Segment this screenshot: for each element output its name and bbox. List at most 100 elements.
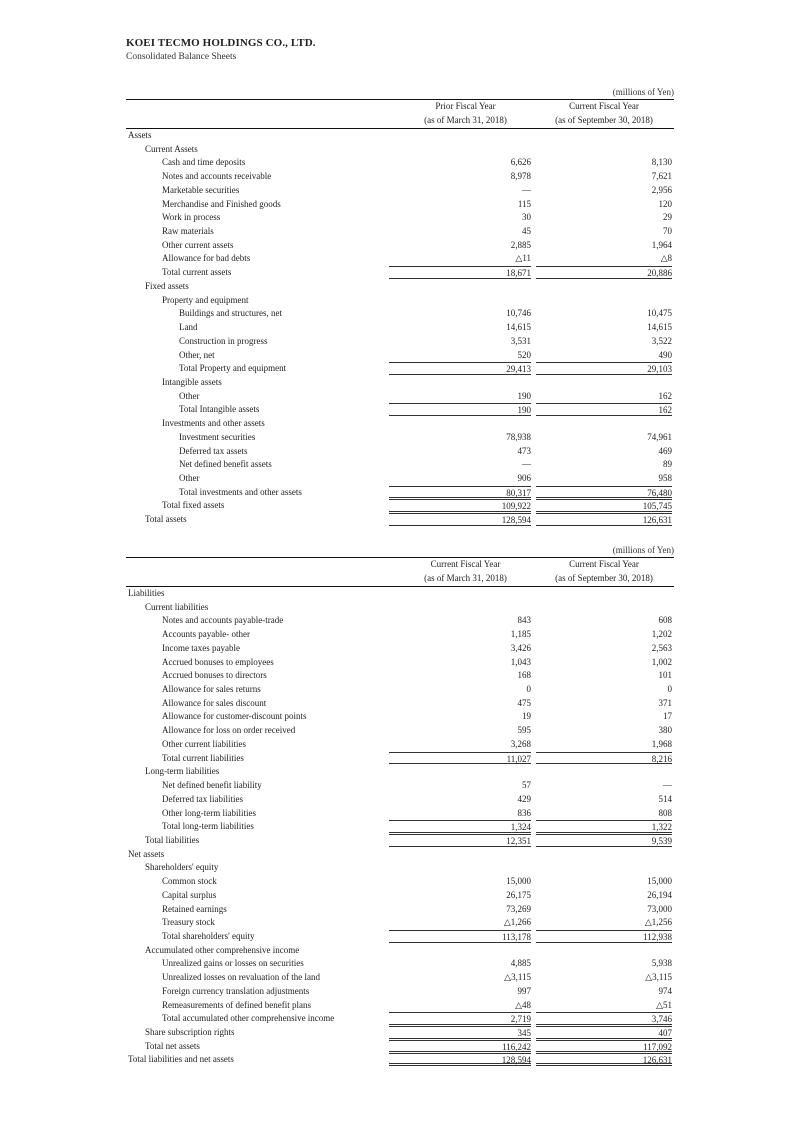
row-label: Other current liabilities: [162, 738, 246, 749]
table-row: Investment securities 78,938 74,961: [126, 431, 674, 445]
row-label: Allowance for bad debts: [162, 253, 251, 264]
table-row: Investments and other assets: [126, 417, 674, 431]
prior-value: 2,719: [389, 1012, 531, 1025]
prior-column-header: Prior Fiscal Year (as of March 31, 2018): [391, 100, 531, 127]
row-label: Allowance for sales returns: [162, 684, 261, 695]
prior-value: 6,626: [510, 157, 531, 168]
row-label: Current liabilities: [145, 601, 209, 612]
row-label: Net defined benefit assets: [179, 459, 272, 470]
row-label: Income taxes payable: [162, 642, 240, 653]
row-label: Allowance for sales discount: [162, 697, 267, 708]
prior-value: —: [522, 459, 531, 470]
row-label: Deferred tax liabilities: [162, 793, 243, 804]
table-row: Raw materials 45 70: [126, 225, 674, 239]
table-row: Total Property and equipment 29,413 29,103: [126, 362, 674, 376]
table-row: Deferred tax assets 473 469: [126, 445, 674, 459]
row-label: Fixed assets: [145, 280, 189, 291]
prior-value: 0: [526, 684, 532, 695]
row-label: Total assets: [145, 514, 187, 525]
table-row: Other current liabilities 3,268 1,968: [126, 738, 674, 752]
prior-column-date: (as of March 31, 2018): [424, 572, 507, 583]
row-label: Other: [179, 472, 200, 483]
current-value: 73,000: [647, 903, 672, 914]
row-label: Common stock: [162, 876, 217, 887]
current-value: 3,522: [651, 335, 672, 346]
row-label: Total shareholders' equity: [162, 930, 255, 941]
current-column-title: Current Fiscal Year: [569, 559, 639, 569]
row-label: Investment securities: [179, 431, 256, 442]
row-label: Total long-term liabilities: [162, 821, 254, 832]
prior-value: 116,242: [389, 1039, 531, 1053]
prior-value: 1,324: [389, 820, 531, 833]
row-label: Marketable securities: [162, 184, 240, 195]
table-row: Share subscription rights 345 407: [126, 1026, 674, 1040]
current-value: 89: [663, 459, 672, 470]
row-label: Land: [179, 322, 198, 333]
column-header: Prior Fiscal Year (as of March 31, 2018)…: [126, 99, 674, 129]
prior-value: 3,531: [510, 335, 531, 346]
prior-value: △3,115: [504, 972, 531, 983]
prior-value: 15,000: [506, 876, 531, 887]
prior-value: 429: [517, 793, 532, 804]
table-row: Net defined benefit liability 57 —: [126, 779, 674, 793]
current-value: △8: [660, 253, 672, 264]
current-value: 5,938: [651, 958, 672, 969]
row-label: Accrued bonuses to employees: [162, 656, 274, 667]
prior-value: △1,266: [503, 917, 531, 928]
table-row: Treasury stock △1,266 △1,256: [126, 916, 674, 930]
row-label: Total net assets: [145, 1040, 200, 1051]
prior-value: 8,978: [510, 171, 531, 182]
current-value: 14,615: [647, 322, 672, 333]
table-row: Capital surplus 26,175 26,194: [126, 889, 674, 903]
prior-value: 3,426: [510, 642, 531, 653]
table-row: Net defined benefit assets — 89: [126, 458, 674, 472]
current-value: 371: [658, 697, 673, 708]
row-label: Foreign currency translation adjustments: [162, 985, 310, 996]
prior-value: 168: [517, 670, 532, 681]
table-row: Total long-term liabilities 1,324 1,322: [126, 820, 674, 834]
row-label: Unrealized gains or losses on securities: [162, 958, 304, 969]
row-label: Buildings and structures, net: [179, 308, 282, 319]
table-row: Retained earnings 73,269 73,000: [126, 903, 674, 917]
current-value: 101: [658, 670, 673, 681]
current-value: △3,115: [645, 972, 672, 983]
current-value: 958: [658, 472, 673, 483]
row-label: Total liabilities and net assets: [128, 1054, 234, 1065]
prior-value: 595: [517, 725, 532, 736]
current-column-date: (as of September 30, 2018): [555, 114, 653, 125]
current-value: 608: [658, 615, 673, 626]
current-value: 1,968: [651, 738, 672, 749]
row-label: Net defined benefit liability: [162, 780, 262, 791]
unit-label: (millions of Yen): [612, 545, 674, 555]
prior-column-title: Prior Fiscal Year: [435, 101, 496, 111]
current-value: 162: [536, 403, 672, 417]
prior-value: 1,185: [510, 629, 531, 640]
current-value: 380: [658, 725, 673, 736]
current-value: 126,631: [536, 1053, 672, 1067]
row-label: Allowance for customer-discount points: [162, 711, 307, 722]
current-value: 74,961: [647, 431, 672, 442]
prior-value: 128,594: [389, 1053, 531, 1067]
row-label: Total investments and other assets: [179, 486, 302, 497]
table-row: Unrealized losses on revaluation of the …: [126, 971, 674, 985]
table-row: Fixed assets: [126, 280, 674, 294]
row-label: Liabilities: [128, 588, 165, 598]
prior-value: 45: [522, 226, 531, 237]
row-label: Merchandise and Finished goods: [162, 198, 281, 209]
current-value: △51: [656, 999, 672, 1010]
current-value: 407: [536, 1026, 672, 1039]
table-row: Total Intangible assets 190 162: [126, 403, 674, 417]
prior-value: 2,885: [510, 239, 531, 250]
prior-value: 12,351: [389, 833, 531, 847]
unit-label: (millions of Yen): [612, 87, 674, 97]
table-row: Cash and time deposits 6,626 8,130: [126, 156, 674, 170]
table-row: Deferred tax liabilities 429 514: [126, 793, 674, 807]
current-value: 29: [663, 212, 672, 223]
prior-value: 18,671: [389, 266, 531, 279]
current-value: 126,631: [536, 513, 672, 526]
table-row: Net assets: [126, 848, 674, 862]
table-row: Allowance for sales returns 0 0: [126, 683, 674, 697]
row-label: Allowance for loss on order received: [162, 725, 296, 736]
row-label: Total liabilities: [145, 834, 200, 845]
table-row: Remeasurements of defined benefit plans △…: [126, 999, 674, 1013]
